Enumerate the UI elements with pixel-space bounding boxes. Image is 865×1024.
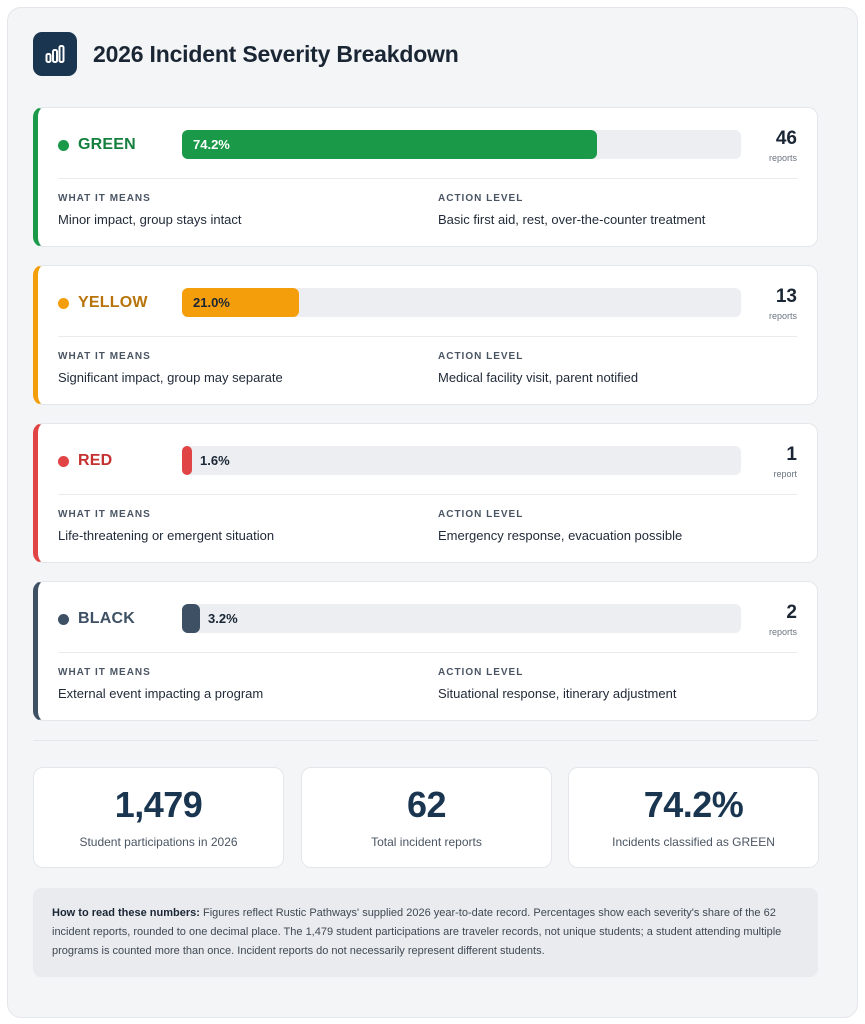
meaning-text: External event impacting a program [58,686,264,701]
reading-note: How to read these numbers: Figures refle… [33,888,818,977]
severity-name: GREEN [78,136,136,153]
share-bar-fill [182,604,200,633]
severity-dot [58,614,69,625]
action-label: ACTION LEVEL [438,509,524,520]
severity-name: RED [78,452,113,469]
share-bar-track: 1.6% [182,446,741,475]
card-divider [58,494,797,495]
meaning-text: Life-threatening or emergent situation [58,528,275,543]
report-count: 13 [775,286,797,307]
severity-dot [58,140,69,151]
severity-dot [58,456,69,467]
meaning-label: WHAT IT MEANS [58,351,151,362]
action-text: Basic first aid, rest, over-the-counter … [438,212,706,227]
stat-label: Total incident reports [371,835,482,849]
meaning-text: Significant impact, group may separate [58,370,283,385]
severity-dot [58,298,69,309]
stat-card: 74.2% Incidents classified as GREEN [568,767,819,868]
report-count: 2 [786,602,797,623]
meaning-label: WHAT IT MEANS [58,509,151,520]
action-column: ACTION LEVEL Medical facility visit, par… [438,351,638,385]
section-divider [33,740,818,741]
card-divider [58,652,797,653]
report-count: 1 [786,444,797,465]
share-percent: 1.6% [200,453,230,468]
severity-name: YELLOW [78,294,148,311]
note-text: Figures reflect Rustic Pathways' supplie… [52,907,782,957]
meaning-text: Minor impact, group stays intact [58,212,242,227]
severity-card-yellow: YELLOW 21.0% 13 reports WHAT IT MEANS Si… [33,265,818,405]
report-count: 46 [775,128,797,149]
action-text: Situational response, itinerary adjustme… [438,686,677,701]
stat-value: 1,479 [114,784,203,825]
stat-card: 62 Total incident reports [301,767,552,868]
severity-name: BLACK [78,610,135,627]
report-count-unit: report [773,469,797,479]
meaning-column: WHAT IT MEANS Minor impact, group stays … [58,193,242,227]
action-label: ACTION LEVEL [438,667,524,678]
share-percent: 3.2% [208,611,238,626]
action-text: Emergency response, evacuation possible [438,528,683,543]
stat-value: 62 [406,784,447,825]
share-bar-track: 21.0% [182,288,741,317]
meaning-label: WHAT IT MEANS [58,193,151,204]
stat-value: 74.2% [643,784,744,825]
meaning-column: WHAT IT MEANS Significant impact, group … [58,351,283,385]
stat-label: Incidents classified as GREEN [612,835,775,849]
share-bar-track: 74.2% [182,130,741,159]
severity-card-red: RED 1.6% 1 report WHAT IT MEANS Life-thr… [33,423,818,563]
share-bar-fill [182,130,597,159]
action-column: ACTION LEVEL Situational response, itine… [438,667,676,701]
action-column: ACTION LEVEL Basic first aid, rest, over… [438,193,705,227]
action-column: ACTION LEVEL Emergency response, evacuat… [438,509,682,543]
action-label: ACTION LEVEL [438,193,524,204]
meaning-column: WHAT IT MEANS Life-threatening or emerge… [58,509,274,543]
bar-chart-icon [33,32,77,76]
share-bar-fill [182,446,192,475]
meaning-column: WHAT IT MEANS External event impacting a… [58,667,263,701]
stat-label: Student participations in 2026 [79,835,238,849]
share-percent: 21.0% [193,295,230,310]
share-bar-track: 3.2% [182,604,741,633]
share-percent: 74.2% [193,137,230,152]
severity-card-black: BLACK 3.2% 2 reports WHAT IT MEANS Exter… [33,581,818,721]
meaning-label: WHAT IT MEANS [58,667,151,678]
share-bar-fill [182,288,299,317]
stat-card: 1,479 Student participations in 2026 [33,767,284,868]
page-title: 2026 Incident Severity Breakdown [93,40,459,67]
note-lead: How to read these numbers: [52,907,200,919]
report-count-unit: reports [768,311,797,321]
header: 2026 Incident Severity Breakdown [33,32,459,76]
action-text: Medical facility visit, parent notified [438,370,639,385]
action-label: ACTION LEVEL [438,351,524,362]
report-count-unit: reports [768,153,797,163]
report-count-unit: reports [768,627,797,637]
card-divider [58,178,797,179]
severity-card-green: GREEN 74.2% 46 reports WHAT IT MEANS Min… [33,107,818,247]
card-divider [58,336,797,337]
